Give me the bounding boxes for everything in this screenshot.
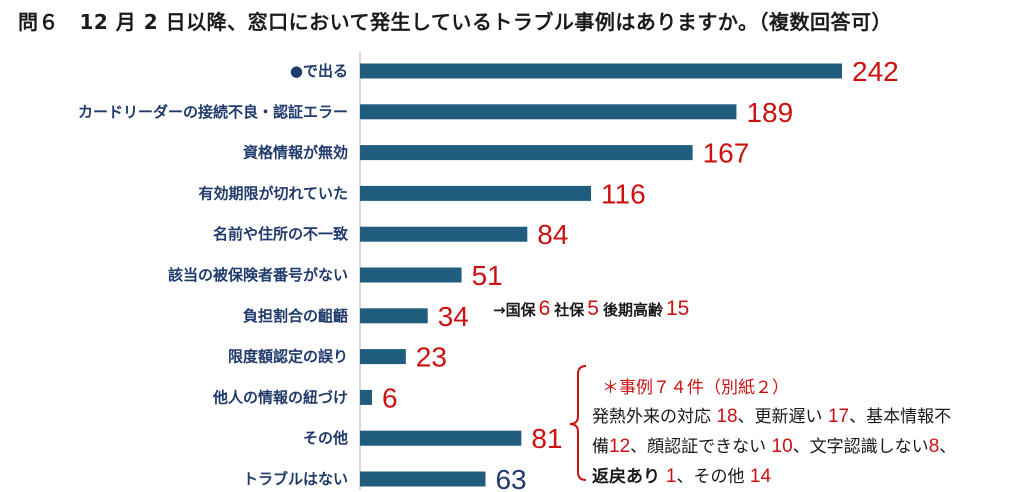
note-text: 、顔認証できない: [630, 437, 772, 457]
bar: [360, 185, 592, 201]
category-label: 有効期限が切れていた: [198, 184, 348, 202]
category-label: 他人の情報の紐づけ: [212, 388, 348, 406]
breakdown-value-kokuho: 6: [538, 297, 551, 320]
category-label: カードリーダーの接続不良・認証エラー: [78, 103, 348, 121]
note-text: 、基本情報不: [849, 407, 952, 427]
bar: [360, 226, 528, 242]
breakdown-value-shaho: 5: [587, 297, 599, 320]
note-text: 返戻あり: [592, 467, 666, 487]
burden-ratio-breakdown: →国保 6 社保 5 後期高齢 15: [493, 297, 693, 321]
category-label: 名前や住所の不一致: [213, 225, 349, 243]
note-line: 備12、顔認証できない 10、文字認識しない8、: [592, 432, 1022, 462]
category-label: トラブルはない: [243, 470, 348, 488]
bar: [360, 308, 428, 324]
note-count: 1: [665, 466, 677, 487]
category-label: 負担割合の齟齬: [243, 307, 348, 325]
arrow-glyph: →: [493, 301, 506, 319]
note-text: 、更新遅い: [737, 407, 828, 427]
chart-title: 問６ 12 月 2 日以降、窓口において発生しているトラブル事例はありますか。（…: [18, 10, 893, 34]
breakdown-label-shaho: 社保: [554, 301, 585, 319]
note-text: 備: [592, 437, 609, 457]
note-count: 18: [716, 406, 738, 427]
bar: [360, 145, 693, 161]
data-label: 81: [531, 423, 562, 454]
category-label: 限度額認定の誤り: [228, 348, 348, 366]
note-text: 、文字認識しない: [792, 437, 929, 457]
category-label: 資格情報が無効: [243, 144, 348, 162]
note-text: 発熱外来の対応: [592, 407, 717, 427]
data-label: 34: [438, 301, 469, 332]
brace-icon: [569, 365, 587, 481]
bar: [360, 63, 842, 79]
note-count: 12: [609, 436, 631, 457]
breakdown-value-kouki: 15: [666, 297, 690, 320]
data-label: 23: [416, 342, 447, 373]
note-header: ＊事例７４件（別紙２）: [602, 378, 789, 398]
note-count: 8: [928, 436, 940, 457]
bar: [360, 349, 406, 365]
data-label: 242: [852, 56, 899, 87]
bar: [360, 430, 522, 446]
data-label: 167: [703, 138, 750, 169]
data-label: 116: [601, 178, 646, 209]
data-label: 189: [746, 97, 793, 128]
note-text: 、その他: [676, 467, 750, 487]
bar: [360, 267, 462, 283]
breakdown-label-kokuho: 国保: [505, 301, 536, 319]
bar: [360, 104, 737, 120]
note-count: 14: [749, 466, 772, 487]
note-line: 返戻あり 1、その他 14: [592, 462, 1022, 492]
data-label: 84: [537, 219, 568, 250]
note-body: 発熱外来の対応 18、更新遅い 17、基本情報不 備12、顔認証できない 10、文…: [592, 402, 1022, 492]
category-label: ●で出る: [290, 62, 348, 80]
other-cases-note: ＊事例７４件（別紙２） 発熱外来の対応 18、更新遅い 17、基本情報不 備12、…: [592, 373, 1022, 492]
note-line: 発熱外来の対応 18、更新遅い 17、基本情報不: [592, 402, 1022, 432]
data-label: 51: [472, 260, 503, 291]
category-label: 該当の被保険者番号がない: [168, 266, 348, 284]
data-label: 6: [382, 382, 398, 413]
category-label: その他: [303, 429, 348, 447]
bar: [360, 389, 372, 405]
note-text: 、: [939, 437, 957, 457]
note-count: 17: [827, 406, 850, 427]
bar: [360, 471, 486, 487]
breakdown-label-kouki: 後期高齢: [602, 301, 663, 319]
note-count: 10: [771, 436, 793, 457]
data-label: 63: [495, 464, 526, 490]
